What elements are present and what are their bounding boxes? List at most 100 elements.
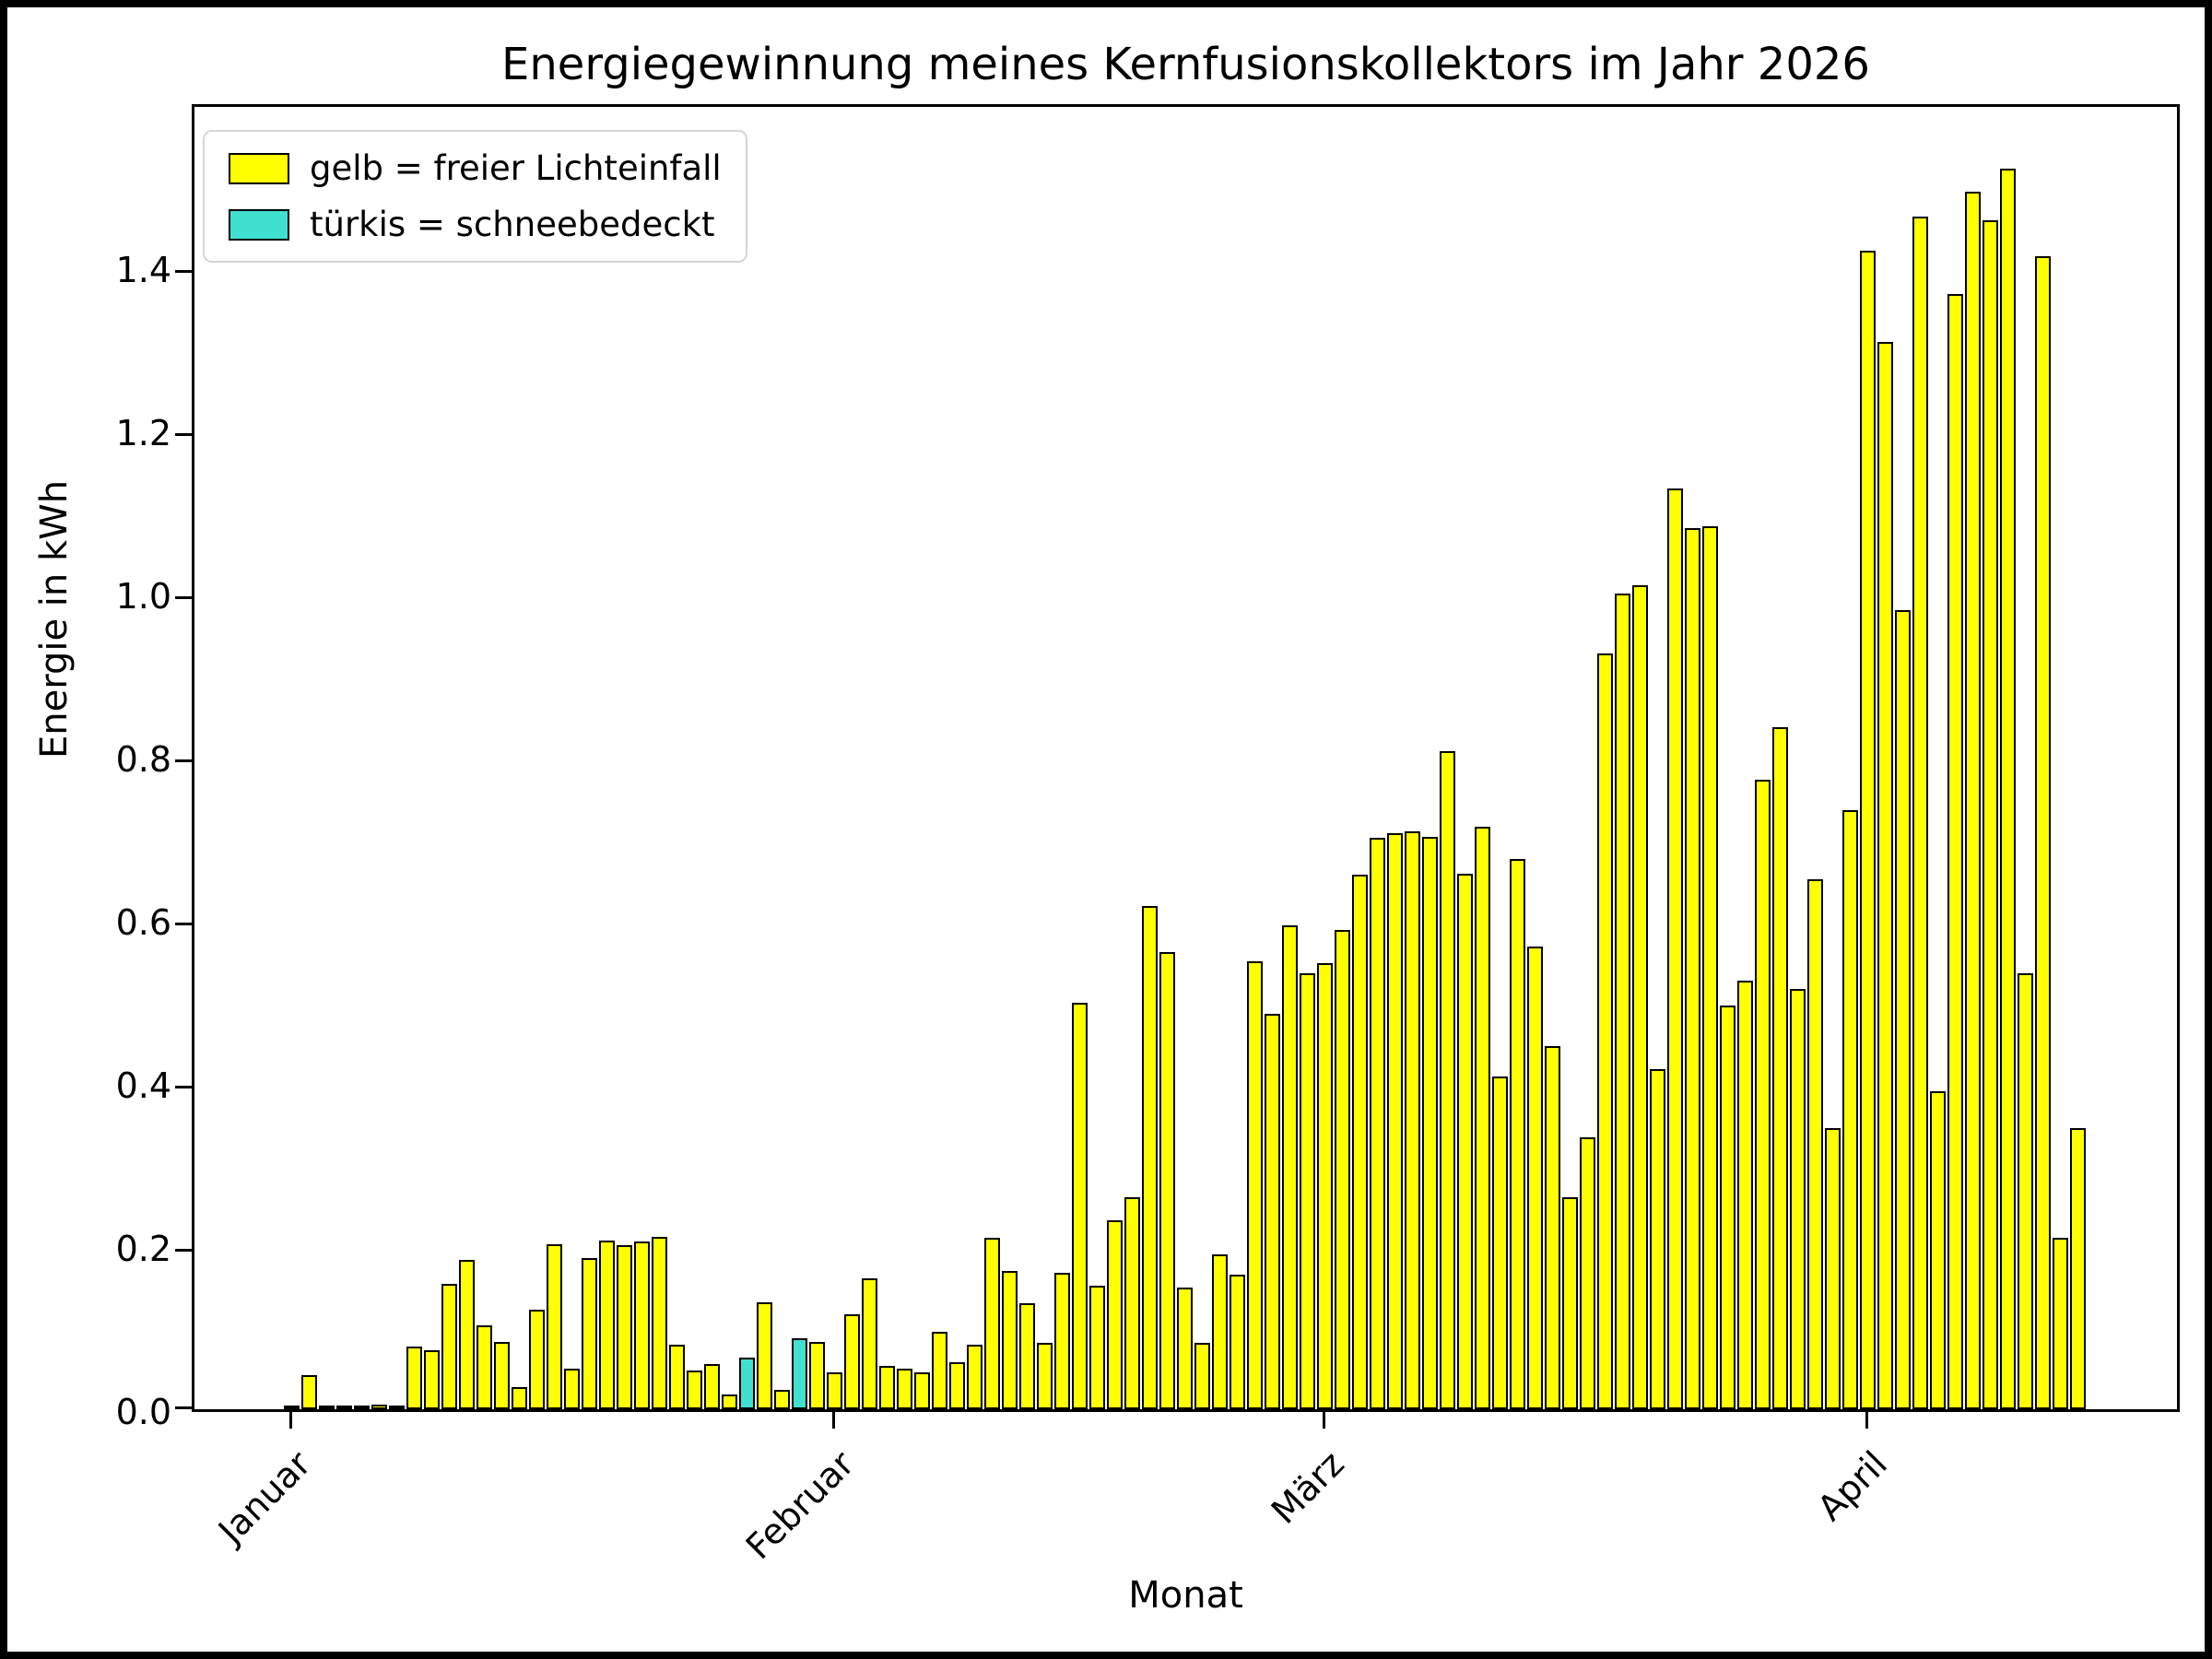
bar-day (1947, 294, 1963, 1409)
legend-swatch-turquoise (229, 208, 289, 241)
bar-day (1771, 727, 1788, 1409)
bar-day (1666, 488, 1683, 1409)
bar-day (861, 1278, 877, 1409)
y-tick-label: 1.0 (115, 576, 171, 617)
y-tick-label: 0.8 (115, 739, 171, 780)
bar-day (1404, 831, 1420, 1409)
bar-day (371, 1405, 387, 1409)
legend-swatch-yellow (229, 152, 289, 184)
x-tick (1323, 1412, 1325, 1429)
bar-day (1456, 874, 1473, 1409)
bar-day (1579, 1137, 1595, 1409)
bar-day (1246, 961, 1263, 1409)
bar-day (1036, 1343, 1053, 1409)
bar-day (966, 1345, 982, 1409)
bar-day (1596, 653, 1613, 1409)
y-tick (175, 1406, 192, 1409)
bar-day (423, 1350, 440, 1409)
bar-day (1124, 1197, 1140, 1409)
legend: gelb = freier Lichteinfall türkis = schn… (203, 130, 747, 263)
bar-day (1736, 981, 1753, 1409)
bar-day (283, 1406, 300, 1409)
bar-day (318, 1406, 335, 1409)
legend-item-free: gelb = freier Lichteinfall (229, 148, 722, 188)
bar-day (1316, 963, 1333, 1409)
bar-day (1509, 859, 1525, 1409)
bar-day (1211, 1254, 1228, 1409)
bar-day (1806, 879, 1823, 1409)
bar-day-snow (738, 1358, 755, 1409)
bar-day (1106, 1220, 1123, 1409)
bar-day (1351, 875, 1368, 1409)
bar-day (913, 1372, 930, 1409)
bar-day (1789, 989, 1806, 1409)
bar-day (1999, 169, 2016, 1409)
x-tick-label: Februar (737, 1443, 863, 1568)
bar-day (581, 1258, 597, 1409)
bar-day (1877, 342, 1893, 1409)
bar-day (1053, 1273, 1070, 1409)
y-axis-label: Energie in kWh (33, 479, 76, 759)
bar-day (1824, 1128, 1841, 1409)
bar-day (1176, 1288, 1193, 1409)
y-tick-label: 0.0 (115, 1392, 171, 1432)
bar-day (633, 1241, 650, 1409)
bar-day (1439, 751, 1455, 1409)
bar-day (476, 1325, 492, 1409)
legend-label: türkis = schneebedeckt (310, 205, 715, 244)
chart-title: Energiegewinnung meines Kernfusionskolle… (501, 39, 1870, 90)
bar-day (598, 1241, 615, 1409)
bar-day (546, 1244, 562, 1409)
bar-day (1719, 1006, 1735, 1409)
x-tick-label: Januar (211, 1443, 320, 1552)
plot-area (175, 104, 2180, 1429)
legend-item-snow: türkis = schneebedeckt (229, 205, 722, 244)
y-tick (175, 596, 192, 599)
bar-day (983, 1238, 1000, 1409)
y-tick (175, 923, 192, 925)
y-tick (175, 270, 192, 273)
bar-day (1369, 838, 1385, 1409)
bar-day (1701, 526, 1718, 1409)
x-tick-label: März (1264, 1443, 1353, 1532)
bar-day (1001, 1271, 1018, 1409)
bar-day (1194, 1343, 1210, 1409)
y-tick (175, 1249, 192, 1252)
bar-day (2017, 973, 2033, 1409)
bar-day (1229, 1275, 1245, 1409)
bar-day (878, 1366, 895, 1409)
bar-day (2034, 256, 2051, 1409)
bar-day-snow (791, 1338, 807, 1409)
bar-day (826, 1372, 842, 1409)
bar-day (1754, 780, 1771, 1409)
bar-day (931, 1332, 947, 1409)
bar-day (651, 1237, 667, 1409)
y-tick (175, 433, 192, 436)
y-tick-label: 1.2 (115, 413, 171, 453)
bar-day (1421, 837, 1438, 1409)
bar-day (1841, 810, 1858, 1409)
bar-day (353, 1406, 370, 1409)
bar-day (1561, 1197, 1578, 1409)
legend-label: gelb = freier Lichteinfall (310, 148, 722, 188)
bar-day (948, 1362, 965, 1409)
x-tick-label: April (1809, 1443, 1896, 1529)
bar-day (1982, 220, 1998, 1409)
bar-day (1141, 906, 1158, 1409)
bar-day (335, 1406, 352, 1409)
bar-day (1386, 833, 1403, 1409)
bar-day (721, 1394, 737, 1409)
bar-day (528, 1310, 545, 1409)
bar-day (686, 1371, 702, 1409)
bar-day (1526, 947, 1543, 1409)
y-tick-label: 0.6 (115, 902, 171, 943)
y-tick-label: 0.4 (115, 1065, 171, 1106)
bar-day (703, 1364, 720, 1409)
bar-day (300, 1375, 317, 1409)
x-tick (832, 1412, 835, 1429)
bar-day (808, 1342, 825, 1409)
bar-day (1631, 585, 1648, 1409)
bar-day (2069, 1128, 2086, 1409)
bar-day (511, 1387, 527, 1409)
bar-day (441, 1284, 457, 1409)
